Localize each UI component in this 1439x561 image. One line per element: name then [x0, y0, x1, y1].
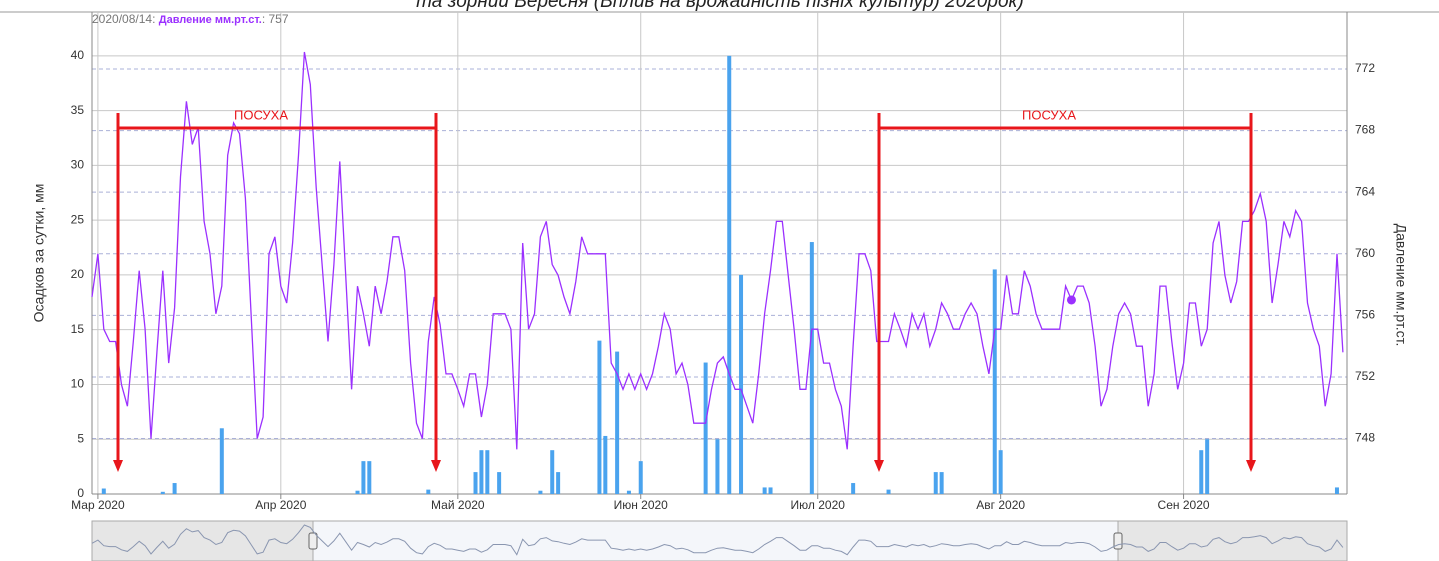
y2-axis-title: Давление мм.рт.ст.	[1393, 224, 1409, 347]
y2-tick-label: 772	[1355, 61, 1375, 75]
x-tick-label: Сен 2020	[1158, 498, 1210, 512]
tooltip-series: Давление мм.рт.ст.	[159, 14, 262, 26]
y2-tick-label: 760	[1355, 246, 1375, 260]
bar	[703, 362, 708, 494]
annotation-arrowhead	[874, 460, 884, 472]
y2-tick-label: 756	[1355, 308, 1375, 322]
annotation-arrowhead	[1246, 460, 1256, 472]
bar	[992, 269, 997, 494]
bar	[172, 483, 177, 494]
bar	[727, 55, 732, 495]
bar	[1205, 439, 1210, 494]
bar	[933, 472, 938, 494]
x-tick-label: Июн 2020	[614, 498, 669, 512]
bar	[615, 351, 620, 494]
bar	[160, 491, 165, 494]
annotation-arrowhead	[431, 460, 441, 472]
bar	[473, 472, 478, 494]
x-tick-label: Апр 2020	[255, 498, 307, 512]
bar	[603, 435, 608, 494]
bar	[739, 274, 744, 494]
x-tick-label: Май 2020	[431, 498, 485, 512]
tooltip-date: 2020/08/14	[92, 12, 152, 26]
bar	[367, 461, 372, 494]
bar	[715, 439, 720, 494]
tooltip-value: 757	[269, 12, 289, 26]
y-tick-label: 20	[71, 267, 85, 281]
x-tick-label: Авг 2020	[976, 498, 1025, 512]
y-tick-label: 0	[77, 486, 84, 500]
bar	[851, 483, 856, 494]
bar	[886, 489, 891, 494]
line	[91, 51, 1344, 450]
y-tick-label: 35	[71, 103, 85, 117]
navigator-handle[interactable]	[1113, 532, 1123, 550]
y2-tick-label: 764	[1355, 184, 1375, 198]
y-tick-label: 25	[71, 212, 85, 226]
bar	[1334, 487, 1339, 494]
y-tick-label: 10	[71, 377, 85, 391]
bar	[479, 450, 484, 494]
bar	[998, 450, 1003, 494]
y-tick-label: 30	[71, 158, 85, 172]
bar	[809, 242, 814, 494]
bar	[939, 472, 944, 494]
bar	[1199, 450, 1204, 494]
y2-tick-label: 752	[1355, 369, 1375, 383]
navigator-handle[interactable]	[308, 532, 318, 550]
y-tick-label: 40	[71, 48, 85, 62]
bar	[497, 472, 502, 494]
bar	[762, 487, 767, 494]
tooltip: 2020/08/14: Давление мм.рт.ст.: 757	[92, 12, 289, 26]
y2-tick-label: 768	[1355, 123, 1375, 137]
bar	[538, 490, 543, 494]
y-tick-label: 5	[77, 431, 84, 445]
y-axis-title: Осадков за сутки, мм	[31, 184, 47, 323]
bar	[638, 461, 643, 494]
bar	[101, 488, 106, 494]
bar	[550, 450, 555, 494]
bar	[361, 461, 366, 494]
x-tick-label: Июл 2020	[791, 498, 846, 512]
bar	[426, 489, 431, 494]
bar	[485, 450, 490, 494]
bar	[556, 472, 561, 494]
bar	[597, 340, 602, 494]
bar	[768, 487, 773, 494]
navigator-line	[91, 524, 1344, 556]
annotation-arrowhead	[113, 460, 123, 472]
y-tick-label: 15	[71, 322, 85, 336]
bar	[626, 490, 631, 494]
bar	[355, 490, 360, 494]
navigator[interactable]	[91, 520, 1348, 561]
navigator-selection[interactable]	[312, 520, 1119, 561]
x-tick-label: Мар 2020	[71, 498, 125, 512]
annotation-label: ПОСУХА	[1022, 107, 1076, 122]
bar	[219, 428, 224, 494]
hover-point	[1066, 295, 1076, 305]
annotation-label: ПОСУХА	[234, 107, 288, 122]
chart-title: та зорний Вересня (Вплив на врожайність …	[416, 0, 1024, 12]
y2-tick-label: 748	[1355, 431, 1375, 445]
